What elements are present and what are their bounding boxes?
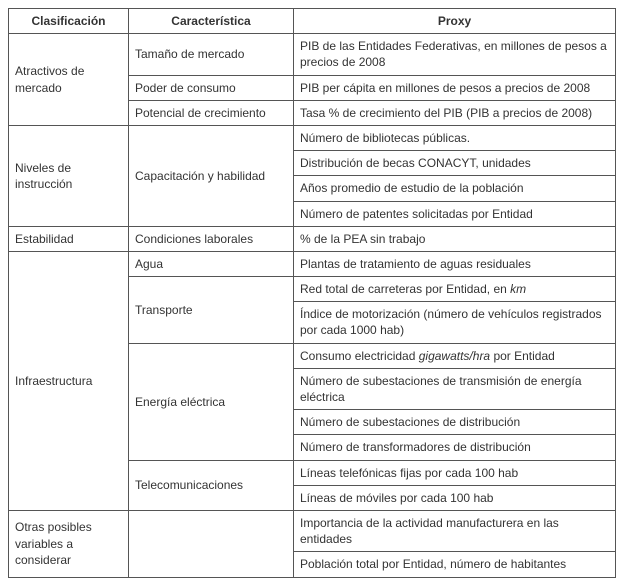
table-body: Atractivos de mercadoTamaño de mercadoPI… (9, 34, 616, 577)
col-header-clasificacion: Clasificación (9, 9, 129, 34)
classification-cell: Atractivos de mercado (9, 34, 129, 126)
proxy-cell: Distribución de becas CONACYT, unidades (294, 151, 616, 176)
characteristic-cell: Tamaño de mercado (129, 34, 294, 75)
table-header-row: Clasificación Característica Proxy (9, 9, 616, 34)
proxy-cell: Consumo electricidad gigawatts/hra por E… (294, 343, 616, 368)
proxy-cell: Índice de motorización (número de vehícu… (294, 302, 616, 343)
col-header-caracteristica: Característica (129, 9, 294, 34)
characteristic-cell: Energía eléctrica (129, 343, 294, 460)
col-header-proxy: Proxy (294, 9, 616, 34)
proxy-cell: Número de subestaciones de transmisión d… (294, 368, 616, 409)
proxy-cell: Número de subestaciones de distribución (294, 410, 616, 435)
proxy-cell: Número de transformadores de distribució… (294, 435, 616, 460)
proxy-cell: Red total de carreteras por Entidad, en … (294, 277, 616, 302)
proxy-cell: Número de bibliotecas públicas. (294, 125, 616, 150)
characteristic-cell: Potencial de crecimiento (129, 100, 294, 125)
characteristic-cell: Capacitación y habilidad (129, 125, 294, 226)
characteristic-cell: Agua (129, 251, 294, 276)
characteristic-cell: Condiciones laborales (129, 226, 294, 251)
proxy-cell: Líneas telefónicas fijas por cada 100 ha… (294, 460, 616, 485)
proxy-cell: PIB de las Entidades Federativas, en mil… (294, 34, 616, 75)
classification-cell: Infraestructura (9, 251, 129, 510)
characteristic-cell (129, 510, 294, 577)
proxy-cell: % de la PEA sin trabajo (294, 226, 616, 251)
proxy-cell: Años promedio de estudio de la población (294, 176, 616, 201)
classification-cell: Otras posibles variables a considerar (9, 510, 129, 577)
proxy-cell: Número de patentes solicitadas por Entid… (294, 201, 616, 226)
proxy-cell: Plantas de tratamiento de aguas residual… (294, 251, 616, 276)
classification-cell: Niveles de instrucción (9, 125, 129, 226)
proxy-cell: PIB per cápita en millones de pesos a pr… (294, 75, 616, 100)
classification-cell: Estabilidad (9, 226, 129, 251)
table-row: Niveles de instrucciónCapacitación y hab… (9, 125, 616, 150)
characteristic-cell: Telecomunicaciones (129, 460, 294, 510)
table-row: EstabilidadCondiciones laborales% de la … (9, 226, 616, 251)
table-row: InfraestructuraAguaPlantas de tratamient… (9, 251, 616, 276)
proxy-cell: Líneas de móviles por cada 100 hab (294, 485, 616, 510)
table-row: Atractivos de mercadoTamaño de mercadoPI… (9, 34, 616, 75)
proxy-cell: Tasa % de crecimiento del PIB (PIB a pre… (294, 100, 616, 125)
characteristic-cell: Poder de consumo (129, 75, 294, 100)
characteristic-cell: Transporte (129, 277, 294, 344)
classification-table: Clasificación Característica Proxy Atrac… (8, 8, 616, 578)
proxy-cell: Población total por Entidad, número de h… (294, 552, 616, 577)
